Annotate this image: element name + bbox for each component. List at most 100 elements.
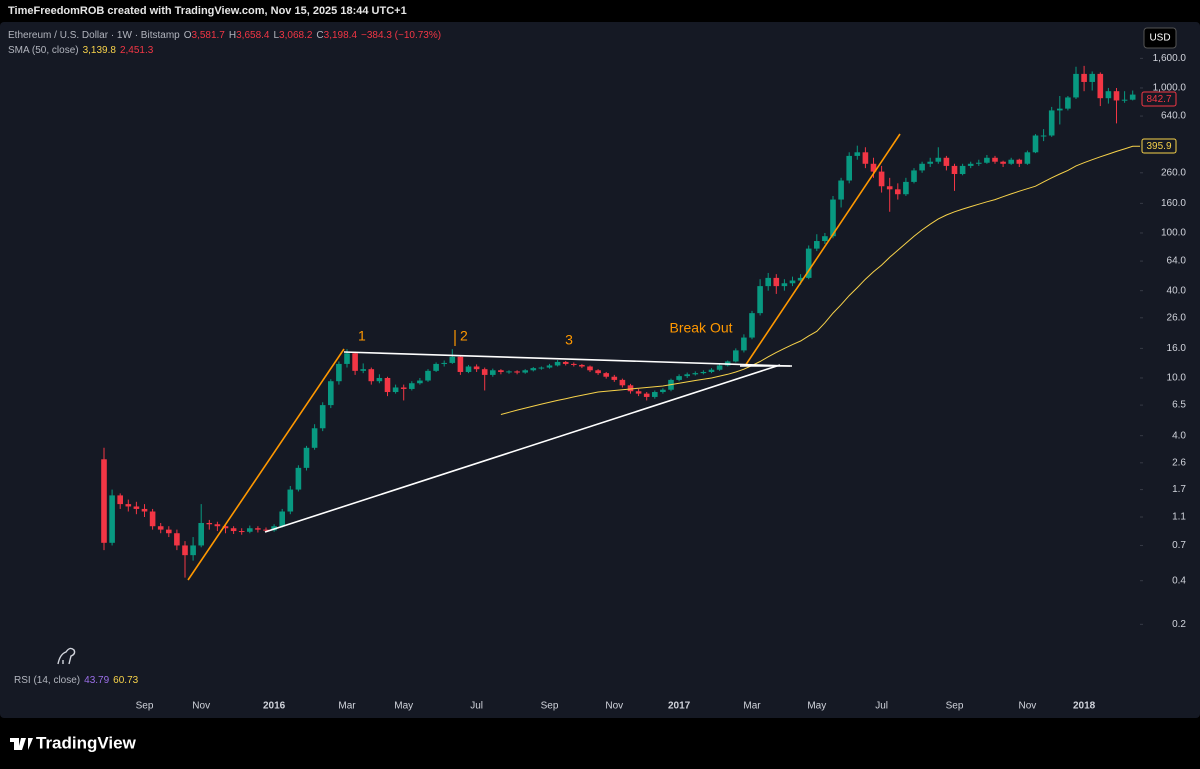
y-tick-label: 1,600.0: [1153, 53, 1187, 64]
candle-body: [263, 529, 269, 531]
candle-body: [1032, 135, 1039, 153]
candle-body: [571, 363, 577, 365]
candle-body: [951, 165, 958, 175]
candle-body: [895, 189, 901, 195]
candle-body: [352, 353, 358, 371]
x-tick-label: Sep: [946, 701, 964, 712]
indicator-value: 2,451.3: [120, 45, 154, 56]
rsi-value: 43.79: [84, 675, 109, 686]
drawings: [187, 133, 901, 581]
candle-body: [1089, 73, 1095, 82]
candle-body: [157, 526, 164, 530]
symbol-legend: Ethereum / U.S. Dollar · 1W · Bitstamp O3…: [8, 30, 441, 41]
candle-body: [741, 337, 747, 351]
rsi-value: 60.73: [113, 675, 138, 686]
x-tick-label: Nov: [1019, 701, 1037, 712]
candle-body: [984, 157, 990, 163]
candle-body: [830, 199, 836, 237]
candle-body: [692, 373, 699, 375]
candle-body: [959, 165, 966, 175]
candle-body: [805, 248, 812, 278]
candle-body: [587, 366, 593, 371]
indicator: SMA (50, close): [8, 45, 79, 56]
y-tick-label: 260.0: [1161, 167, 1186, 178]
candle-body: [1073, 73, 1079, 98]
indicator-value: 3,139.8: [83, 45, 117, 56]
candle-body: [295, 467, 302, 490]
candle-body: [457, 356, 464, 372]
last-price: 842.7: [1146, 94, 1171, 105]
candle-body: [149, 511, 156, 527]
candle-body: [870, 163, 877, 172]
x-tick-label: Sep: [136, 701, 154, 712]
trend-line: [343, 351, 791, 367]
candle-body: [854, 152, 861, 156]
candle-body: [1121, 99, 1128, 101]
x-tick-label: Sep: [541, 701, 559, 712]
y-tick-label: 0.7: [1172, 540, 1186, 551]
rsi: RSI (14, close): [14, 675, 80, 686]
candle-body: [708, 369, 715, 372]
candle-body: [781, 283, 788, 287]
candle-body: [716, 365, 723, 370]
annotation: 3: [565, 332, 573, 348]
legend-value: 3,658.4: [236, 30, 270, 41]
y-tick-label: 4.0: [1172, 430, 1186, 441]
candle-body: [765, 277, 771, 287]
sma-price-box: [1141, 138, 1177, 154]
candle-body: [384, 377, 391, 393]
x-tick-label: Jul: [470, 701, 483, 712]
sma-price: 395.9: [1146, 141, 1171, 152]
y-tick-label: 26.0: [1167, 312, 1187, 323]
candle-body: [862, 152, 869, 164]
candle-body: [303, 447, 310, 468]
y-tick-label: 16.0: [1167, 343, 1187, 354]
candle-body: [409, 383, 415, 389]
trend-line: [744, 133, 901, 367]
candle-body: [927, 161, 933, 164]
candle-body: [1105, 91, 1112, 99]
candle-body: [976, 162, 982, 164]
candle-body: [1008, 159, 1014, 164]
x-tick-label: 2018: [1073, 701, 1096, 712]
candle-body: [506, 371, 512, 373]
candle-body: [425, 370, 431, 381]
candle-body: [465, 366, 472, 372]
legend-key: L: [273, 30, 279, 41]
candle-body: [595, 370, 601, 374]
candle-body: [522, 370, 528, 373]
candle-body: [1081, 73, 1087, 82]
candle-body: [554, 361, 561, 366]
candle-body: [222, 526, 229, 529]
currency-button[interactable]: [1143, 27, 1177, 49]
x-tick-label: 2017: [668, 701, 691, 712]
candle-body: [1065, 97, 1071, 109]
y-tick-label: 1,000.0: [1153, 83, 1187, 94]
candle-body: [328, 381, 334, 406]
candle-body: [611, 376, 618, 380]
candle-body: [125, 504, 132, 507]
logo-icon: [57, 647, 76, 665]
x-tick-label: Nov: [192, 701, 210, 712]
candle-body: [360, 369, 366, 371]
chart-panel: [0, 22, 1200, 718]
legend-value: 3,581.7: [192, 30, 226, 41]
legend-value: 3,068.2: [279, 30, 313, 41]
currency[interactable]: USD: [1149, 33, 1170, 44]
candle-body: [797, 277, 804, 281]
legend-key: O: [184, 30, 192, 41]
x-tick-label: May: [394, 701, 413, 712]
candle-body: [182, 545, 188, 556]
y-tick-label: 1.1: [1172, 512, 1186, 523]
candle-body: [441, 362, 447, 364]
candle-body: [238, 531, 245, 533]
candle-body: [214, 524, 221, 527]
x-tick-label: Jul: [875, 701, 888, 712]
x-tick-label: May: [807, 701, 826, 712]
candle-body: [1113, 91, 1120, 101]
candle-body: [603, 373, 609, 377]
candle-body: [117, 495, 123, 505]
y-tick-label: 100.0: [1161, 228, 1186, 239]
candle-body: [101, 459, 107, 543]
